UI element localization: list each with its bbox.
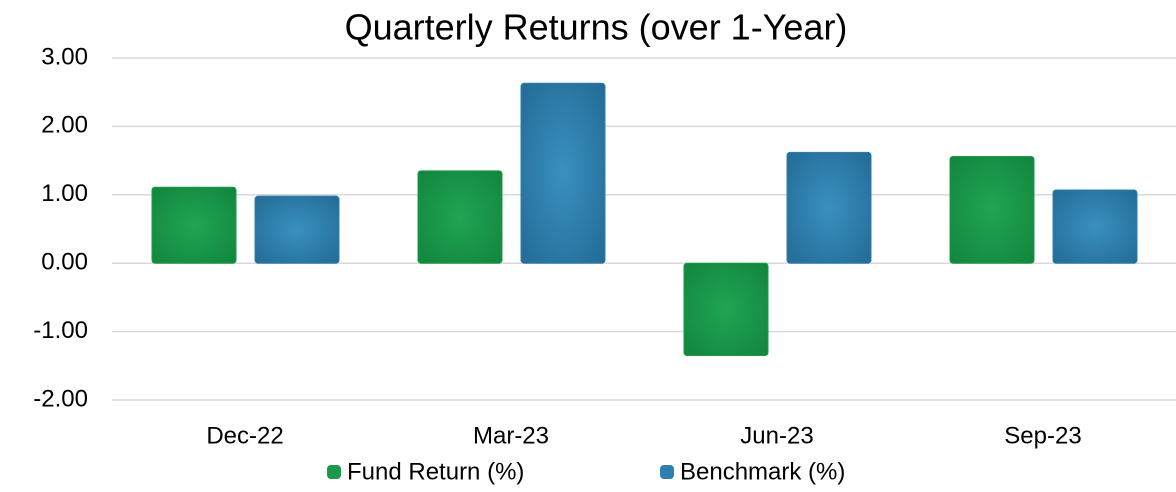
bar — [417, 170, 503, 264]
y-tick-label: -2.00 — [33, 385, 88, 412]
bar — [683, 262, 769, 357]
bar — [520, 82, 606, 264]
bar — [151, 186, 237, 264]
bar — [1052, 189, 1138, 264]
x-tick-label: Jun-23 — [740, 422, 813, 449]
chart-title: Quarterly Returns (over 1-Year) — [345, 7, 848, 48]
x-tick-label: Sep-23 — [1004, 422, 1081, 449]
y-tick-label: 3.00 — [41, 43, 88, 70]
y-tick-label: -1.00 — [33, 317, 88, 344]
bar — [786, 151, 872, 264]
y-tick-label: 0.00 — [41, 249, 88, 276]
legend-label: Benchmark (%) — [680, 458, 845, 485]
x-tick-label: Mar-23 — [473, 422, 549, 449]
legend-label: Fund Return (%) — [347, 458, 524, 485]
x-tick-label: Dec-22 — [206, 422, 283, 449]
legend-marker — [327, 465, 341, 479]
legend-marker — [660, 465, 674, 479]
bar — [949, 155, 1035, 264]
y-tick-label: 1.00 — [41, 180, 88, 207]
bar — [254, 195, 340, 264]
y-tick-label: 2.00 — [41, 112, 88, 139]
